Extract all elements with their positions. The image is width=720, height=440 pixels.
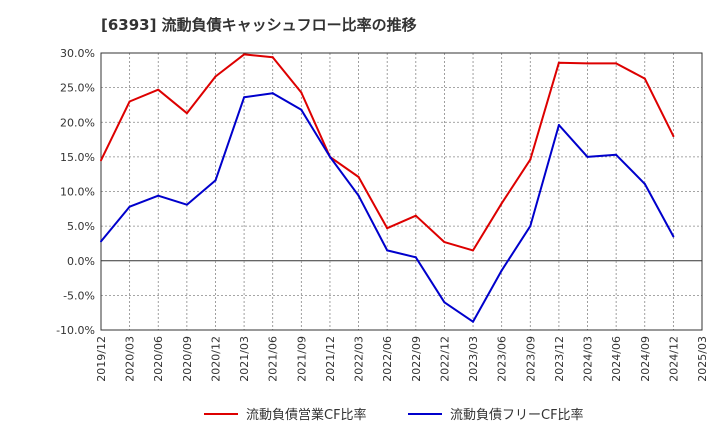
data-point [414,214,417,217]
x-tick-label: 2021/09 [295,336,308,382]
data-point [271,56,274,59]
y-tick-label: 10.0% [60,186,95,199]
data-point [157,194,160,197]
x-tick-label: 2022/09 [410,336,423,382]
data-point [214,179,217,182]
data-point [243,96,246,99]
plot-border [100,52,703,331]
x-tick-label: 2023/03 [467,336,480,382]
y-tick-label: 20.0% [60,116,95,129]
data-point [128,205,131,208]
legend: 流動負債営業CF比率 流動負債フリーCF比率 [204,407,584,423]
x-tick-label: 2022/06 [381,336,394,382]
chart-title: [6393] 流動負債キャッシュフロー比率の推移 [101,16,417,34]
data-point [472,249,475,252]
data-point [615,153,618,156]
x-tick-label: 2024/12 [667,336,680,382]
series-lines [100,53,675,323]
x-tick-label: 2021/12 [324,336,337,382]
data-point [643,77,646,80]
data-point [472,320,475,323]
y-tick-label: -10.0% [56,324,95,337]
x-tick-label: 2024/06 [610,336,623,382]
data-point [328,155,331,158]
data-point [300,91,303,94]
data-point [414,256,417,259]
data-point [271,92,274,95]
data-point [243,53,246,56]
data-point [443,301,446,304]
data-point [529,225,532,228]
y-tick-label: 30.0% [60,47,95,60]
y-tick-label: 0.0% [67,255,95,268]
data-point [357,175,360,178]
data-point [214,75,217,78]
data-point [157,88,160,91]
x-tick-label: 2020/12 [209,336,222,382]
legend-label-1: 流動負債営業CF比率 [246,407,367,423]
x-tick-label: 2024/09 [639,336,652,382]
data-point [185,112,188,115]
x-tick-label: 2023/09 [524,336,537,382]
data-point [386,249,389,252]
data-point [672,135,675,138]
data-point [643,182,646,185]
x-tick-label: 2025/03 [696,336,709,382]
series-line-2 [100,92,675,323]
x-tick-label: 2023/12 [553,336,566,382]
data-point [443,241,446,244]
y-tick-label: 25.0% [60,82,95,95]
x-tick-label: 2023/06 [496,336,509,382]
grid [101,52,702,331]
x-tick-label: 2022/12 [438,336,451,382]
data-point [500,269,503,272]
data-point [557,124,560,127]
data-point [672,235,675,238]
x-tick-label: 2020/06 [152,336,165,382]
y-tick-label: -5.0% [63,289,95,302]
y-tick-label: 15.0% [60,151,95,164]
data-point [128,100,131,103]
data-point [357,194,360,197]
x-tick-label: 2021/03 [238,336,251,382]
axes: 30.0% 25.0% 20.0% 15.0% 10.0% 5.0% 0.0% -5.0% -1… [56,47,709,382]
data-point [386,227,389,230]
x-tick-label: 2022/03 [353,336,366,382]
data-point [586,62,589,65]
data-point [500,202,503,205]
data-point [529,158,532,161]
data-point [615,62,618,65]
x-tick-label: 2019/12 [95,336,108,382]
data-point [100,159,102,162]
data-point [100,240,102,243]
data-point [557,61,560,64]
data-point [185,203,188,206]
data-point [300,108,303,111]
x-tick-label: 2024/03 [582,336,595,382]
data-point [586,155,589,158]
x-tick-label: 2021/06 [267,336,280,382]
x-tick-label: 2020/09 [181,336,194,382]
legend-label-2: 流動負債フリーCF比率 [450,407,584,423]
y-tick-label: 5.0% [67,220,95,233]
x-tick-label: 2020/03 [124,336,137,382]
